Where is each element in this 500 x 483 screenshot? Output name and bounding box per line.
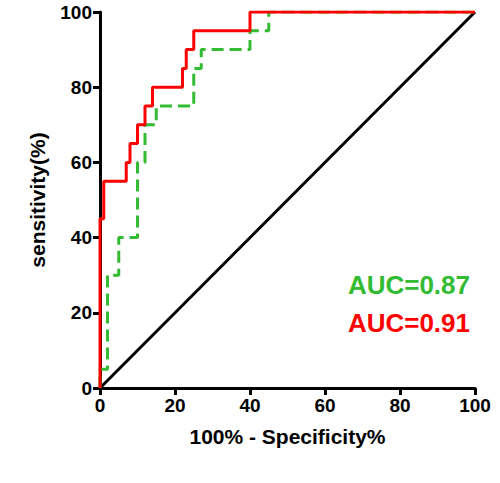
svg-text:100: 100 — [60, 2, 92, 23]
svg-text:100: 100 — [459, 395, 491, 416]
svg-text:100% - Specificity%: 100% - Specificity% — [189, 425, 385, 448]
svg-text:80: 80 — [389, 395, 410, 416]
svg-text:0: 0 — [95, 395, 106, 416]
svg-text:0: 0 — [81, 378, 92, 399]
svg-text:80: 80 — [71, 77, 92, 98]
svg-text:AUC=0.87: AUC=0.87 — [348, 270, 470, 300]
svg-text:sensitivity(%): sensitivity(%) — [26, 132, 49, 267]
svg-text:AUC=0.91: AUC=0.91 — [348, 308, 470, 338]
svg-text:20: 20 — [164, 395, 185, 416]
svg-text:60: 60 — [71, 152, 92, 173]
svg-text:40: 40 — [239, 395, 260, 416]
svg-text:20: 20 — [71, 302, 92, 323]
svg-text:60: 60 — [314, 395, 335, 416]
svg-text:40: 40 — [71, 227, 92, 248]
